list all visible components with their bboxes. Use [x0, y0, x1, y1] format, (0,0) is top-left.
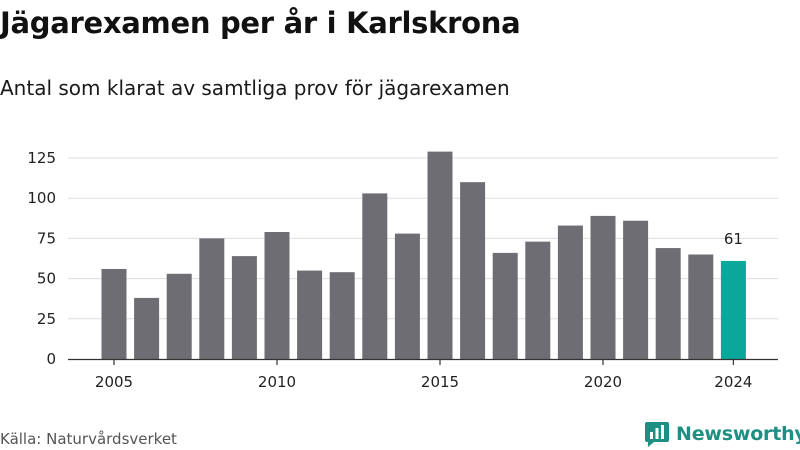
- bar-2009: [231, 256, 257, 359]
- bar-highlight-2024: [720, 260, 746, 359]
- bar-2018: [525, 241, 551, 359]
- y-tick-label: 100: [27, 189, 56, 207]
- bar-2006: [134, 297, 160, 359]
- x-tick-label: 2024: [714, 373, 752, 391]
- x-tick-label: 2005: [95, 373, 133, 391]
- axes: 0 25 50 75 100 125 2005 2010 2015 2020 2024: [27, 149, 778, 391]
- data-label-2024: 61: [724, 230, 743, 248]
- bar-2015: [427, 151, 453, 359]
- bar-2012: [329, 272, 355, 359]
- brand-name: Newsworthy: [676, 423, 800, 445]
- y-tick-label: 125: [27, 149, 56, 167]
- bars: [101, 151, 746, 359]
- data-labels: 61: [724, 230, 743, 248]
- bar-2017: [492, 252, 518, 359]
- bar-2013: [362, 193, 388, 359]
- x-tick-label: 2015: [421, 373, 459, 391]
- brand-logo[interactable]: Newsworthy: [644, 420, 800, 448]
- newsworthy-logo-icon: [645, 422, 669, 447]
- bar-2016: [460, 182, 486, 359]
- y-tick-label: 0: [46, 350, 56, 368]
- bar-2019: [557, 225, 583, 359]
- bar-2022: [655, 248, 681, 359]
- bar-2010: [264, 231, 290, 359]
- bar-chart: 0 25 50 75 100 125 2005 2010 2015 2020 2024 61: [27, 149, 778, 391]
- bar-2014: [394, 233, 420, 359]
- bar-2020: [590, 215, 616, 359]
- bar-2008: [199, 238, 225, 359]
- y-tick-label: 75: [37, 229, 56, 247]
- source-note: Källa: Naturvårdsverket: [0, 430, 177, 448]
- y-tick-label: 50: [37, 270, 56, 288]
- chart-title: Jägarexamen per år i Karlskrona: [0, 6, 521, 40]
- chart-subtitle: Antal som klarat av samtliga prov för jä…: [0, 76, 510, 100]
- x-tick-label: 2010: [258, 373, 296, 391]
- bar-2011: [297, 270, 323, 359]
- bar-2023: [688, 254, 714, 359]
- bar-2021: [623, 220, 649, 359]
- x-tick-label: 2020: [584, 373, 622, 391]
- bar-2007: [166, 273, 192, 359]
- y-tick-label: 25: [37, 310, 56, 328]
- bar-2005: [101, 268, 127, 359]
